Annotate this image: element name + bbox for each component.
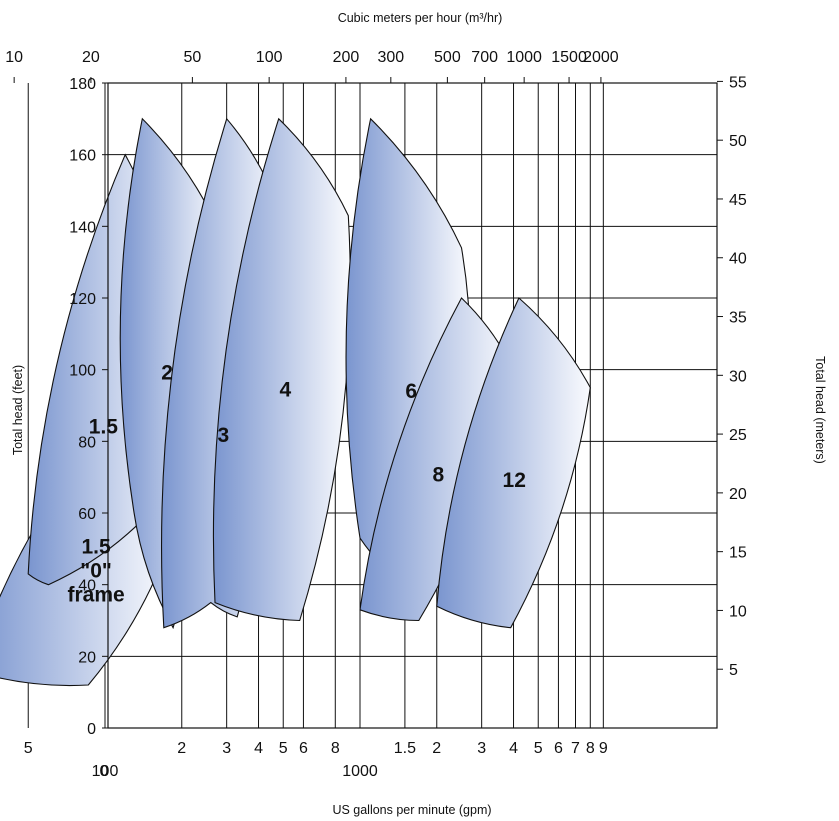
axis-ticks: 0204060801001201401601805101520253035404… bbox=[5, 49, 747, 780]
bottom-tick-label: 6 bbox=[554, 740, 563, 757]
pump-region-4 bbox=[212, 117, 351, 622]
top-tick-label: 50 bbox=[183, 49, 201, 66]
bottom-tick-label: 5 bbox=[24, 740, 33, 757]
right-axis-title: Total head (meters) bbox=[813, 356, 827, 464]
left-tick-label: 100 bbox=[69, 363, 96, 380]
left-tick-label: 20 bbox=[78, 649, 96, 666]
top-tick-label: 500 bbox=[434, 49, 461, 66]
bottom-tick-label: 7 bbox=[571, 740, 580, 757]
bottom-tick-label: 5 bbox=[534, 740, 543, 757]
bottom-tick-label: 1.5 bbox=[394, 740, 416, 757]
right-tick-label: 10 bbox=[729, 603, 747, 620]
region-label: 8 bbox=[433, 464, 445, 487]
bottom-tick-label: 8 bbox=[331, 740, 340, 757]
right-tick-label: 40 bbox=[729, 251, 747, 268]
bottom-tick-label: 100 bbox=[92, 763, 119, 780]
top-tick-label: 300 bbox=[377, 49, 404, 66]
region-label: 12 bbox=[503, 469, 526, 492]
top-tick-label: 100 bbox=[256, 49, 283, 66]
region-label: 1.5 bbox=[89, 415, 119, 438]
right-tick-label: 20 bbox=[729, 486, 747, 503]
region-label: frame bbox=[67, 583, 124, 606]
top-tick-label: 2000 bbox=[583, 49, 619, 66]
right-tick-label: 50 bbox=[729, 133, 747, 150]
top-axis-title: Cubic meters per hour (m³/hr) bbox=[338, 11, 503, 25]
right-tick-label: 45 bbox=[729, 192, 747, 209]
pump-regions bbox=[0, 117, 591, 687]
bottom-tick-label: 5 bbox=[279, 740, 288, 757]
region-label: "0" bbox=[80, 559, 112, 582]
plot-frame bbox=[107, 82, 718, 729]
bottom-tick-label: 2 bbox=[177, 740, 186, 757]
right-tick-label: 15 bbox=[729, 545, 747, 562]
bottom-tick-label: 2 bbox=[432, 740, 441, 757]
plot-border bbox=[107, 82, 718, 729]
bottom-tick-label: 1000 bbox=[342, 763, 378, 780]
region-label: 6 bbox=[405, 380, 417, 403]
region-label: 1.5 bbox=[81, 535, 111, 558]
bottom-tick-label: 4 bbox=[254, 740, 263, 757]
top-tick-label: 200 bbox=[333, 49, 360, 66]
left-tick-label: 40 bbox=[78, 578, 96, 595]
top-tick-label: 20 bbox=[82, 49, 100, 66]
left-tick-label: 120 bbox=[69, 291, 96, 308]
left-tick-label: 80 bbox=[78, 434, 96, 451]
left-tick-label: 180 bbox=[69, 76, 96, 93]
left-tick-label: 60 bbox=[78, 506, 96, 523]
left-axis-title: Total head (feet) bbox=[11, 365, 25, 455]
right-tick-label: 5 bbox=[729, 662, 738, 679]
bottom-axis-title: US gallons per minute (gpm) bbox=[332, 803, 491, 817]
bottom-tick-label: 3 bbox=[222, 740, 231, 757]
top-tick-label: 700 bbox=[471, 49, 498, 66]
bottom-tick-label: 9 bbox=[599, 740, 608, 757]
top-tick-label: 1000 bbox=[506, 49, 542, 66]
right-tick-label: 35 bbox=[729, 310, 747, 327]
right-tick-label: 55 bbox=[729, 74, 747, 91]
left-tick-label: 0 bbox=[87, 721, 96, 738]
right-tick-label: 25 bbox=[729, 427, 747, 444]
region-label: 2 bbox=[161, 361, 173, 384]
left-tick-label: 160 bbox=[69, 148, 96, 165]
left-tick-label: 140 bbox=[69, 219, 96, 236]
top-tick-label: 1500 bbox=[551, 49, 587, 66]
top-tick-label: 10 bbox=[5, 49, 23, 66]
bottom-tick-label: 4 bbox=[509, 740, 518, 757]
bottom-tick-label: 6 bbox=[299, 740, 308, 757]
region-label: 3 bbox=[218, 424, 230, 447]
bottom-tick-label: 8 bbox=[586, 740, 595, 757]
region-label: 4 bbox=[280, 378, 292, 401]
bottom-tick-label: 3 bbox=[477, 740, 486, 757]
bottom-origin-label: 0 bbox=[100, 763, 109, 780]
pump-region-12 bbox=[436, 297, 591, 629]
right-tick-label: 30 bbox=[729, 368, 747, 385]
